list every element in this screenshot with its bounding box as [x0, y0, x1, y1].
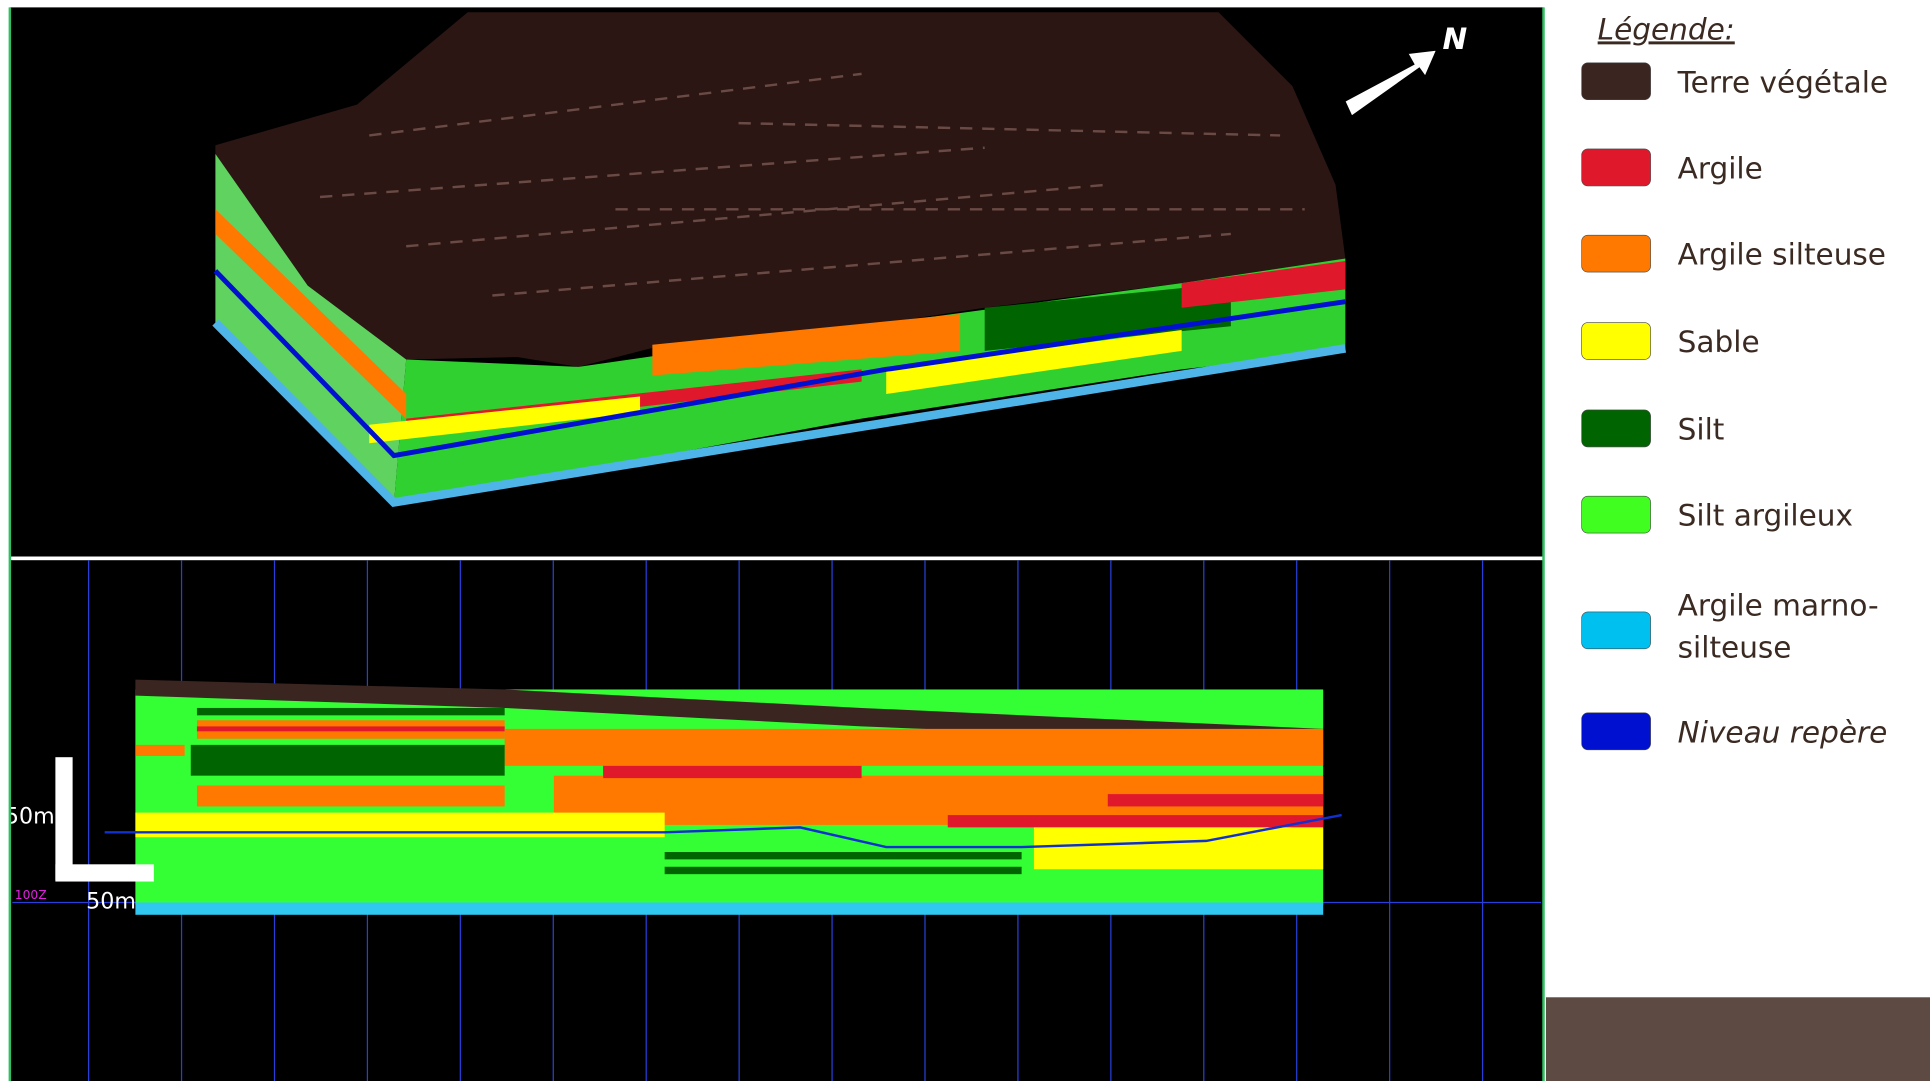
legend-swatch [1582, 410, 1651, 447]
legend-swatch [1582, 149, 1651, 186]
legend-label: Argile [1678, 152, 1763, 186]
scale-bar [55, 864, 153, 881]
legend-label: Terre végétale [1677, 65, 1888, 99]
layer [135, 745, 184, 756]
datum-label: 100Z [15, 888, 47, 902]
layer [1034, 827, 1323, 869]
legend-swatch [1582, 496, 1651, 533]
north-label: N [1443, 22, 1468, 56]
legend-swatch [1582, 63, 1651, 100]
corner-block [1546, 997, 1930, 1081]
layer [1108, 794, 1323, 806]
layer [948, 815, 1323, 827]
legend-label: Argile marno- [1678, 589, 1879, 623]
layer [135, 902, 1323, 914]
screen: N 50m 50m 100Z Légende: Terre végétale Ar… [0, 0, 1930, 1081]
layer [665, 852, 1022, 859]
legend-label: Niveau repère [1678, 715, 1888, 749]
legend-swatch [1582, 323, 1651, 360]
legend-label: Silt [1678, 413, 1725, 447]
legend-label: Silt argileux [1678, 499, 1853, 533]
legend-swatch [1582, 235, 1651, 272]
layer [197, 708, 505, 715]
legend-swatch [1582, 713, 1651, 750]
legend-label: silteuse [1678, 630, 1792, 664]
layer [197, 786, 505, 807]
legend: Terre végétale Argile Argile silteuse Sable… [1582, 63, 1888, 750]
page: N 50m 50m 100Z Légende: Terre végétale Ar… [0, 0, 1930, 1081]
scale-label: 50m [5, 804, 55, 830]
legend-swatch [1582, 612, 1651, 649]
legend-title: Légende: [1598, 12, 1735, 46]
layer [665, 867, 1022, 874]
layer [603, 766, 861, 778]
legend-label: Argile silteuse [1678, 238, 1886, 272]
scale-bar [55, 757, 72, 880]
layer [197, 726, 505, 731]
layer [505, 729, 1324, 766]
layer [191, 745, 505, 776]
legend-label: Sable [1678, 325, 1760, 359]
scale-label: 50m [86, 889, 136, 915]
